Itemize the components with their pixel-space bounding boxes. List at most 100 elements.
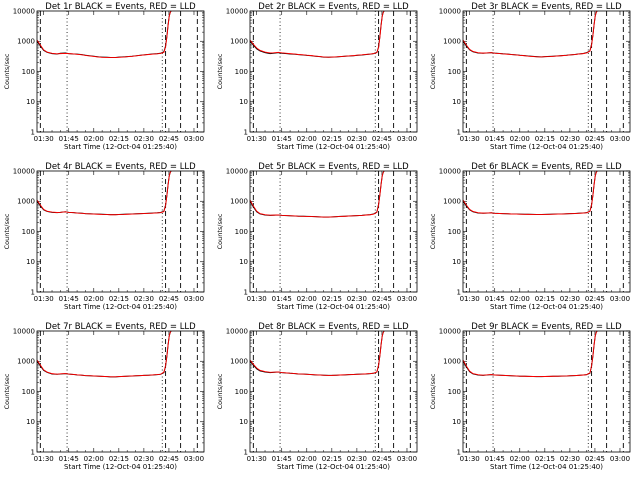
events-series-line bbox=[462, 330, 598, 378]
x-tick-label: 03:00 bbox=[397, 135, 417, 143]
y-tick-label: 100 bbox=[22, 388, 35, 396]
x-tick-label: 02:45 bbox=[372, 135, 392, 143]
panel-svg: Det 4r BLACK = Events, RED = LLD 1 10 100 10… bbox=[3, 162, 205, 311]
y-tick-label: 10 bbox=[452, 258, 461, 266]
detector-panel: Det 4r BLACK = Events, RED = LLD 1 10 100 10… bbox=[0, 160, 213, 320]
x-tick-label: 02:15 bbox=[535, 135, 555, 143]
panel-title: Det 2r BLACK = Events, RED = LLD bbox=[258, 2, 409, 12]
x-tick-label: 02:00 bbox=[297, 295, 317, 303]
x-tick-label: 03:00 bbox=[610, 135, 630, 143]
detector-panel: Det 2r BLACK = Events, RED = LLD 1 10 100 10… bbox=[213, 0, 426, 160]
x-tick-label: 01:30 bbox=[34, 135, 54, 143]
y-tick-label: 10000 bbox=[13, 167, 35, 175]
x-tick-label: 02:30 bbox=[134, 295, 154, 303]
y-tick-label: 10000 bbox=[439, 7, 461, 15]
x-tick-label: 02:30 bbox=[134, 455, 154, 463]
x-tick-label: 02:15 bbox=[322, 295, 342, 303]
x-tick-label: 03:00 bbox=[610, 455, 630, 463]
x-tick-label: 01:45 bbox=[59, 135, 79, 143]
x-tick-label: 02:45 bbox=[585, 135, 605, 143]
plot-frame bbox=[249, 10, 418, 133]
y-tick-label: 1000 bbox=[17, 198, 35, 206]
plot-frame bbox=[249, 170, 418, 293]
panel-svg: Det 5r BLACK = Events, RED = LLD 1 10 100 10… bbox=[216, 162, 418, 311]
lld-series-line bbox=[462, 330, 598, 378]
y-tick-label: 1000 bbox=[443, 198, 461, 206]
x-tick-label: 02:30 bbox=[134, 135, 154, 143]
y-tick-label: 1000 bbox=[443, 38, 461, 46]
x-tick-label: 01:45 bbox=[59, 455, 79, 463]
x-axis-label: Start Time (12-Oct-04 01:25:40) bbox=[490, 303, 603, 311]
x-tick-label: 03:00 bbox=[397, 295, 417, 303]
x-tick-label: 02:45 bbox=[372, 295, 392, 303]
panel-title: Det 4r BLACK = Events, RED = LLD bbox=[45, 162, 196, 172]
x-tick-label: 02:30 bbox=[347, 135, 367, 143]
x-tick-label: 01:45 bbox=[59, 295, 79, 303]
x-tick-label: 01:30 bbox=[460, 135, 480, 143]
events-series-line bbox=[36, 170, 172, 216]
y-tick-label: 100 bbox=[235, 388, 248, 396]
x-tick-label: 02:45 bbox=[585, 295, 605, 303]
events-series-line bbox=[36, 330, 172, 378]
panel-svg: Det 7r BLACK = Events, RED = LLD 1 10 100 10… bbox=[3, 322, 205, 471]
plot-frame bbox=[462, 170, 631, 293]
x-tick-label: 02:30 bbox=[347, 295, 367, 303]
x-axis-label: Start Time (12-Oct-04 01:25:40) bbox=[490, 143, 603, 151]
plot-frame bbox=[462, 330, 631, 453]
plot-frame bbox=[462, 10, 631, 133]
x-axis-label: Start Time (12-Oct-04 01:25:40) bbox=[64, 143, 177, 151]
y-axis-label: Counts/sec bbox=[3, 213, 11, 249]
events-series-line bbox=[462, 170, 598, 215]
y-tick-label: 10 bbox=[239, 418, 248, 426]
y-tick-label: 1 bbox=[457, 128, 461, 136]
panel-title: Det 9r BLACK = Events, RED = LLD bbox=[471, 322, 622, 332]
lld-series-line bbox=[462, 170, 598, 216]
y-tick-label: 10 bbox=[452, 418, 461, 426]
y-tick-label: 1 bbox=[457, 288, 461, 296]
y-tick-label: 10 bbox=[239, 98, 248, 106]
x-tick-label: 02:45 bbox=[159, 455, 179, 463]
x-tick-label: 01:30 bbox=[247, 455, 267, 463]
lld-series-line bbox=[36, 10, 172, 59]
detector-panel: Det 1r BLACK = Events, RED = LLD 1 10 100 10… bbox=[0, 0, 213, 160]
x-tick-label: 02:45 bbox=[585, 455, 605, 463]
panel-title: Det 3r BLACK = Events, RED = LLD bbox=[471, 2, 622, 12]
y-tick-label: 100 bbox=[235, 228, 248, 236]
panel-title: Det 1r BLACK = Events, RED = LLD bbox=[45, 2, 196, 12]
y-tick-label: 100 bbox=[235, 68, 248, 76]
detector-panel: Det 3r BLACK = Events, RED = LLD 1 10 100 10… bbox=[426, 0, 639, 160]
x-tick-label: 02:00 bbox=[510, 295, 530, 303]
lld-series-line bbox=[36, 330, 172, 378]
x-tick-label: 02:45 bbox=[159, 295, 179, 303]
x-tick-label: 02:45 bbox=[372, 455, 392, 463]
x-axis-label: Start Time (12-Oct-04 01:25:40) bbox=[64, 463, 177, 471]
x-tick-label: 03:00 bbox=[397, 455, 417, 463]
detector-panel: Det 9r BLACK = Events, RED = LLD 1 10 100 10… bbox=[426, 320, 639, 480]
lld-series-line bbox=[249, 10, 385, 58]
lld-series-line bbox=[36, 170, 172, 216]
lld-series-line bbox=[249, 330, 385, 376]
x-tick-label: 01:45 bbox=[485, 135, 505, 143]
y-tick-label: 1 bbox=[244, 448, 248, 456]
y-tick-label: 10 bbox=[452, 98, 461, 106]
x-tick-label: 01:45 bbox=[272, 295, 292, 303]
y-axis-label: Counts/sec bbox=[429, 53, 437, 89]
x-tick-label: 02:15 bbox=[322, 455, 342, 463]
y-tick-label: 10000 bbox=[226, 167, 248, 175]
x-tick-label: 02:30 bbox=[560, 295, 580, 303]
x-tick-label: 02:15 bbox=[109, 295, 129, 303]
x-tick-label: 02:30 bbox=[560, 455, 580, 463]
y-tick-label: 1000 bbox=[230, 198, 248, 206]
y-tick-label: 10000 bbox=[13, 327, 35, 335]
x-tick-label: 01:45 bbox=[272, 135, 292, 143]
x-tick-label: 01:30 bbox=[460, 455, 480, 463]
y-tick-label: 10 bbox=[26, 98, 35, 106]
events-series-line bbox=[36, 10, 172, 59]
y-tick-label: 10 bbox=[239, 258, 248, 266]
y-tick-label: 10000 bbox=[226, 7, 248, 15]
panel-svg: Det 9r BLACK = Events, RED = LLD 1 10 100 10… bbox=[429, 322, 631, 471]
detector-panel: Det 5r BLACK = Events, RED = LLD 1 10 100 10… bbox=[213, 160, 426, 320]
x-tick-label: 01:30 bbox=[34, 295, 54, 303]
panel-svg: Det 2r BLACK = Events, RED = LLD 1 10 100 10… bbox=[216, 2, 418, 151]
